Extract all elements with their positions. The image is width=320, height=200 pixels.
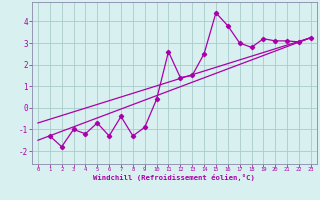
X-axis label: Windchill (Refroidissement éolien,°C): Windchill (Refroidissement éolien,°C) xyxy=(93,174,255,181)
